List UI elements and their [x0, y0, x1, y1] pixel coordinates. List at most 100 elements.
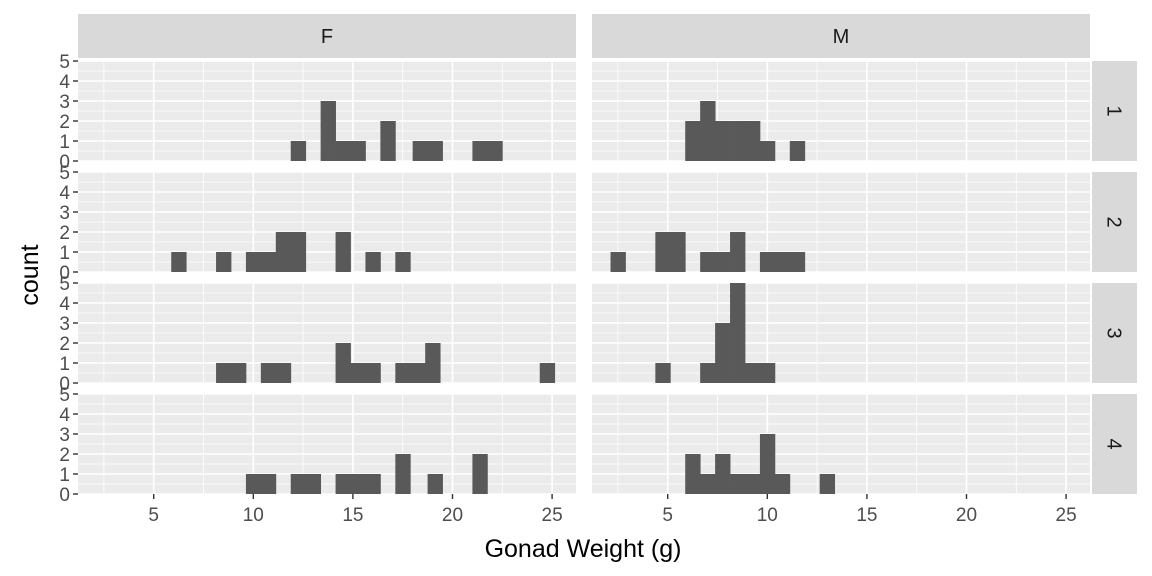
histogram-bar	[744, 121, 761, 161]
facet-strip-label-row-1: 1	[1103, 105, 1125, 116]
histogram-bar	[744, 363, 761, 383]
histogram-bar	[412, 141, 428, 161]
y-tick-label: 0	[59, 152, 70, 173]
histogram-bar	[365, 474, 381, 494]
y-tick-label: 2	[59, 112, 70, 133]
panel-M-1	[592, 60, 1090, 162]
panel-F-1	[78, 60, 576, 162]
panel-F-4	[78, 393, 576, 495]
histogram-bar	[335, 232, 351, 272]
histogram-bar	[685, 454, 701, 494]
histogram-bar	[487, 141, 503, 161]
histogram-bar	[715, 252, 731, 272]
y-tick-label: 3	[59, 92, 70, 113]
y-tick-label: 0	[59, 374, 70, 395]
facet-strip-row-1	[1092, 61, 1137, 161]
histogram-bar	[380, 121, 396, 161]
histogram-bar	[305, 474, 322, 494]
histogram-bar	[539, 363, 556, 383]
histogram-bar	[350, 141, 366, 161]
histogram-bar	[395, 252, 411, 272]
x-tick-label: 10	[757, 505, 778, 526]
histogram-bar	[655, 363, 671, 383]
histogram-bar	[655, 232, 671, 272]
histogram-bar	[715, 323, 731, 383]
panel-M-3	[592, 282, 1090, 384]
histogram-bar	[472, 141, 488, 161]
histogram-bar	[290, 474, 307, 494]
histogram-bar	[275, 232, 292, 272]
facet-strip-F	[78, 14, 576, 58]
histogram-bar	[350, 363, 366, 383]
histogram-bar	[335, 474, 351, 494]
x-tick-label: 25	[1056, 505, 1077, 526]
y-tick-label: 2	[59, 223, 70, 244]
histogram-bar	[759, 434, 776, 494]
histogram-bar	[700, 363, 716, 383]
histogram-bar	[700, 474, 716, 494]
facet-strip-row-4	[1092, 394, 1137, 494]
histogram-bar	[759, 363, 776, 383]
facet-strip-row-3	[1092, 283, 1137, 383]
histogram-bar	[472, 454, 488, 494]
histogram-bar	[700, 101, 716, 161]
y-tick-label: 2	[59, 334, 70, 355]
histogram-bar	[670, 232, 686, 272]
histogram-bar	[216, 363, 232, 383]
histogram-bar	[819, 474, 836, 494]
y-tick-label: 5	[59, 52, 70, 73]
histogram-bar	[427, 141, 443, 161]
histogram-bar	[260, 252, 277, 272]
histogram-bar	[730, 121, 746, 161]
histogram-bar	[230, 363, 247, 383]
histogram-bar	[789, 252, 806, 272]
histogram-bar	[610, 252, 626, 272]
y-tick-label: 0	[59, 485, 70, 506]
y-tick-label: 5	[59, 163, 70, 184]
histogram-bar	[759, 141, 776, 161]
histogram-bar	[730, 232, 746, 272]
histogram-bar	[730, 474, 746, 494]
y-tick-label: 3	[59, 425, 70, 446]
histogram-bar	[365, 252, 381, 272]
facet-strip-label-M: M	[833, 26, 850, 48]
histogram-bar	[320, 101, 336, 161]
x-tick-label: 15	[856, 505, 877, 526]
facet-strip-label-row-2: 2	[1103, 216, 1125, 227]
histogram-bar	[789, 141, 806, 161]
histogram-bar	[245, 252, 262, 272]
x-tick-label: 5	[662, 505, 673, 526]
y-tick-label: 1	[59, 243, 70, 264]
x-tick-label: 20	[442, 505, 463, 526]
x-tick-label: 10	[243, 505, 264, 526]
y-tick-label: 1	[59, 132, 70, 153]
histogram-bar	[685, 121, 701, 161]
facet-strip-row-2	[1092, 172, 1137, 272]
y-tick-label: 4	[59, 72, 70, 93]
histogram-bar	[427, 474, 443, 494]
histogram-bar	[700, 252, 716, 272]
histogram-bar	[410, 363, 426, 383]
facet-strip-label-F: F	[321, 26, 333, 48]
facet-strip-M	[592, 14, 1090, 58]
histogram-bar	[744, 474, 761, 494]
y-tick-label: 4	[59, 294, 70, 315]
histogram-bar	[275, 363, 292, 383]
y-tick-label: 4	[59, 183, 70, 204]
facet-strip-label-row-3: 3	[1103, 327, 1125, 338]
histogram-bar	[395, 363, 411, 383]
y-tick-label: 5	[59, 385, 70, 406]
y-tick-label: 5	[59, 274, 70, 295]
histogram-bar	[425, 343, 441, 383]
x-axis-title: Gonad Weight (g)	[485, 535, 682, 563]
y-axis-title: count	[16, 244, 44, 305]
histogram-bar	[290, 141, 307, 161]
histogram-bar	[171, 252, 187, 272]
y-tick-label: 4	[59, 405, 70, 426]
panel-F-3	[78, 282, 576, 384]
x-tick-label: 5	[148, 505, 159, 526]
histogram-bar	[774, 474, 791, 494]
histogram-bar	[730, 283, 746, 383]
histogram-bar	[350, 474, 366, 494]
